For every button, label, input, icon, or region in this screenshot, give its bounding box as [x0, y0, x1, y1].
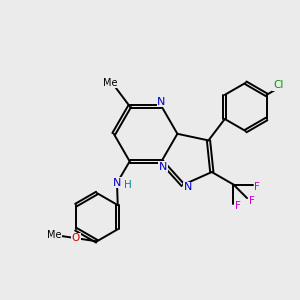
Text: F: F: [235, 201, 241, 211]
Text: N: N: [159, 162, 167, 172]
Text: H: H: [124, 180, 132, 190]
Text: Me: Me: [103, 78, 118, 88]
Text: F: F: [254, 182, 260, 192]
Text: N: N: [157, 97, 166, 107]
Text: O: O: [72, 233, 80, 243]
Text: N: N: [113, 178, 121, 188]
Text: N: N: [184, 182, 192, 192]
Text: Cl: Cl: [273, 80, 283, 90]
Text: Me: Me: [47, 230, 61, 240]
Text: F: F: [249, 196, 254, 206]
